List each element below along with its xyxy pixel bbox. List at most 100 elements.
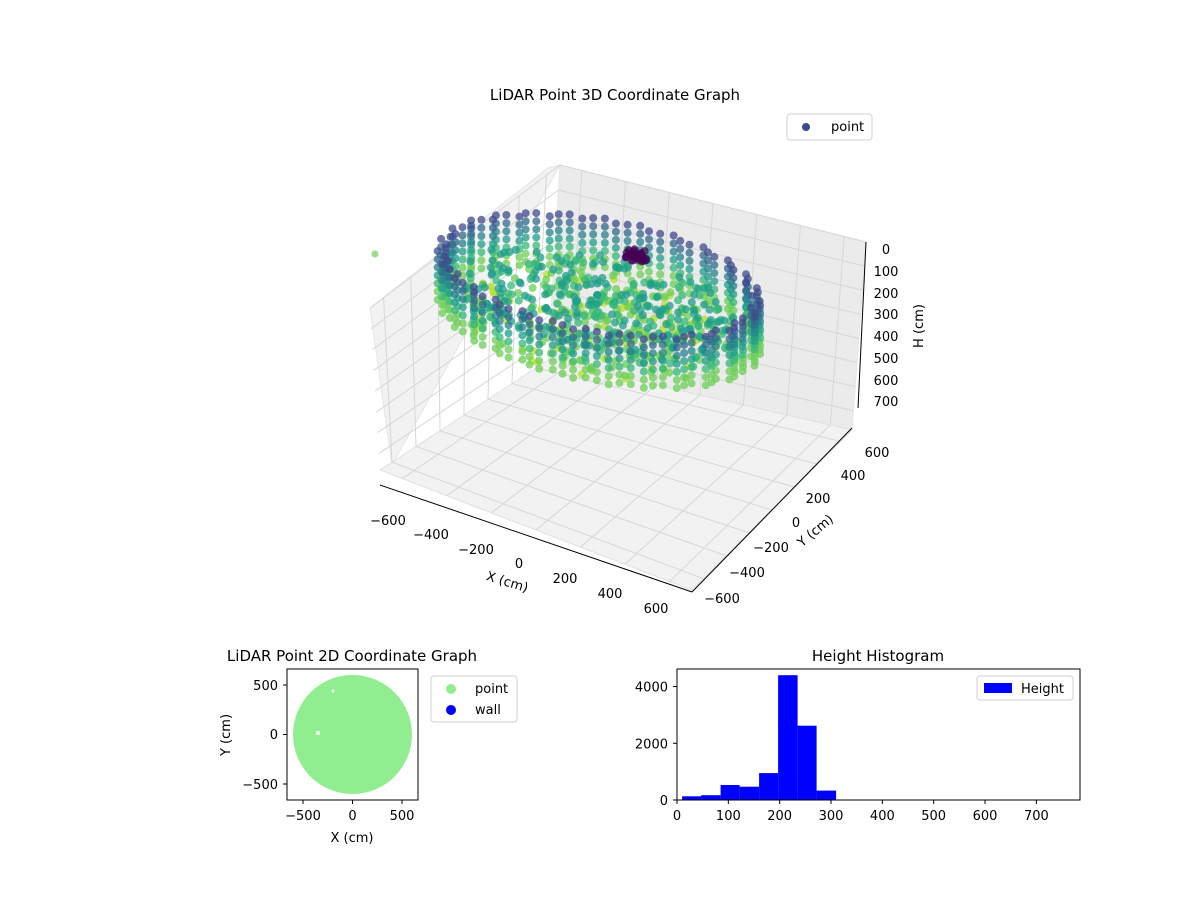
point-3d xyxy=(701,381,710,390)
point-3d xyxy=(687,338,696,347)
point-3d xyxy=(710,277,719,286)
point-3d xyxy=(557,257,566,266)
point-3d xyxy=(626,331,635,340)
point-3d xyxy=(565,234,574,243)
point-3d xyxy=(611,252,620,260)
point-3d xyxy=(578,230,587,239)
point-3d xyxy=(601,279,610,288)
point-3d xyxy=(725,326,734,335)
point-3d xyxy=(672,351,681,360)
point-3d xyxy=(648,341,657,350)
point-3d xyxy=(525,344,534,353)
point-3d xyxy=(658,373,667,382)
plot-3d-z-ticks: 0 100 200 300 400 500 600 700 xyxy=(874,243,899,410)
x-tick-label: −600 xyxy=(370,514,406,529)
point-3d xyxy=(629,251,638,260)
point-3d xyxy=(581,373,590,382)
histogram-frame xyxy=(676,668,1081,801)
point-3d xyxy=(507,290,516,299)
plot-3d-y-axis-line xyxy=(691,427,853,593)
point-3d xyxy=(672,384,681,393)
point-3d xyxy=(488,215,497,224)
point-3d xyxy=(502,219,511,228)
plot-3d-floor-pane xyxy=(378,359,853,591)
point-3d xyxy=(705,305,714,314)
point-3d xyxy=(604,380,613,389)
point-3d xyxy=(438,292,447,301)
gridline xyxy=(829,236,845,426)
point-3d xyxy=(636,221,645,230)
point-3d xyxy=(593,279,602,288)
point-3d xyxy=(693,313,702,322)
point-3d xyxy=(701,340,710,349)
plot-2d: LiDAR Point 2D Coordinate Graph −500 0 5… xyxy=(219,647,518,846)
point-3d xyxy=(487,245,496,254)
point-3d xyxy=(589,246,598,255)
point-3d xyxy=(458,327,467,336)
point-3d xyxy=(438,268,447,277)
point-3d xyxy=(545,212,554,221)
point-3d xyxy=(656,254,665,263)
point-3d xyxy=(676,236,685,245)
plot-2d-gap xyxy=(331,689,335,693)
point-3d xyxy=(458,311,467,320)
point-3d xyxy=(632,319,641,328)
point-3d xyxy=(639,375,648,384)
point-3d xyxy=(711,297,720,306)
point-3d xyxy=(615,378,624,387)
point-3d xyxy=(488,223,497,232)
point-3d xyxy=(756,301,765,310)
point-3d xyxy=(495,341,504,350)
point-3d xyxy=(450,298,459,307)
point-3d xyxy=(446,232,455,241)
point-3d xyxy=(637,257,646,266)
point-3d xyxy=(676,253,685,262)
point-3d xyxy=(518,315,527,324)
point-3d xyxy=(433,255,442,264)
point-3d xyxy=(480,283,489,292)
point-3d xyxy=(690,290,699,299)
legend-label-point: point xyxy=(475,682,508,697)
point-3d xyxy=(450,274,459,283)
point-3d xyxy=(729,282,738,291)
point-3d xyxy=(528,295,537,304)
point-3d xyxy=(477,215,486,224)
point-3d xyxy=(643,301,652,310)
point-3d xyxy=(578,238,587,247)
point-3d xyxy=(458,247,467,256)
point-3d xyxy=(470,288,479,297)
histogram-bar xyxy=(759,773,779,800)
point-3d xyxy=(604,331,613,340)
point-3d xyxy=(516,279,525,288)
point-3d xyxy=(565,242,574,251)
point-3d xyxy=(725,351,734,360)
point-3d xyxy=(477,256,486,265)
point-3d xyxy=(669,239,678,248)
point-3d xyxy=(694,284,703,293)
point-3d xyxy=(645,235,653,244)
point-3d xyxy=(477,264,486,273)
point-3d xyxy=(610,301,619,309)
plot-2d-ticks: −500 0 500 500 0 −500 xyxy=(242,679,414,824)
y-tick-label: 400 xyxy=(841,469,866,484)
point-3d xyxy=(707,354,716,362)
x-tick-label: 600 xyxy=(973,809,998,824)
point-3d xyxy=(565,210,574,219)
gridline xyxy=(511,383,818,465)
point-3d xyxy=(674,315,683,324)
plot-3d-title: LiDAR Point 3D Coordinate Graph xyxy=(490,86,740,104)
point-3d xyxy=(604,356,613,364)
point-3d xyxy=(656,270,665,279)
point-3d xyxy=(495,308,504,317)
point-3d xyxy=(548,357,557,366)
point-3d xyxy=(566,260,575,269)
point-3d xyxy=(748,291,757,300)
point-3d xyxy=(495,317,504,325)
point-3d xyxy=(544,306,553,315)
point-3d xyxy=(521,225,530,234)
point-3d xyxy=(750,313,759,322)
point-3d xyxy=(639,383,648,392)
point-3d xyxy=(584,301,593,309)
point-3d xyxy=(562,276,571,285)
point-3d xyxy=(524,260,533,268)
